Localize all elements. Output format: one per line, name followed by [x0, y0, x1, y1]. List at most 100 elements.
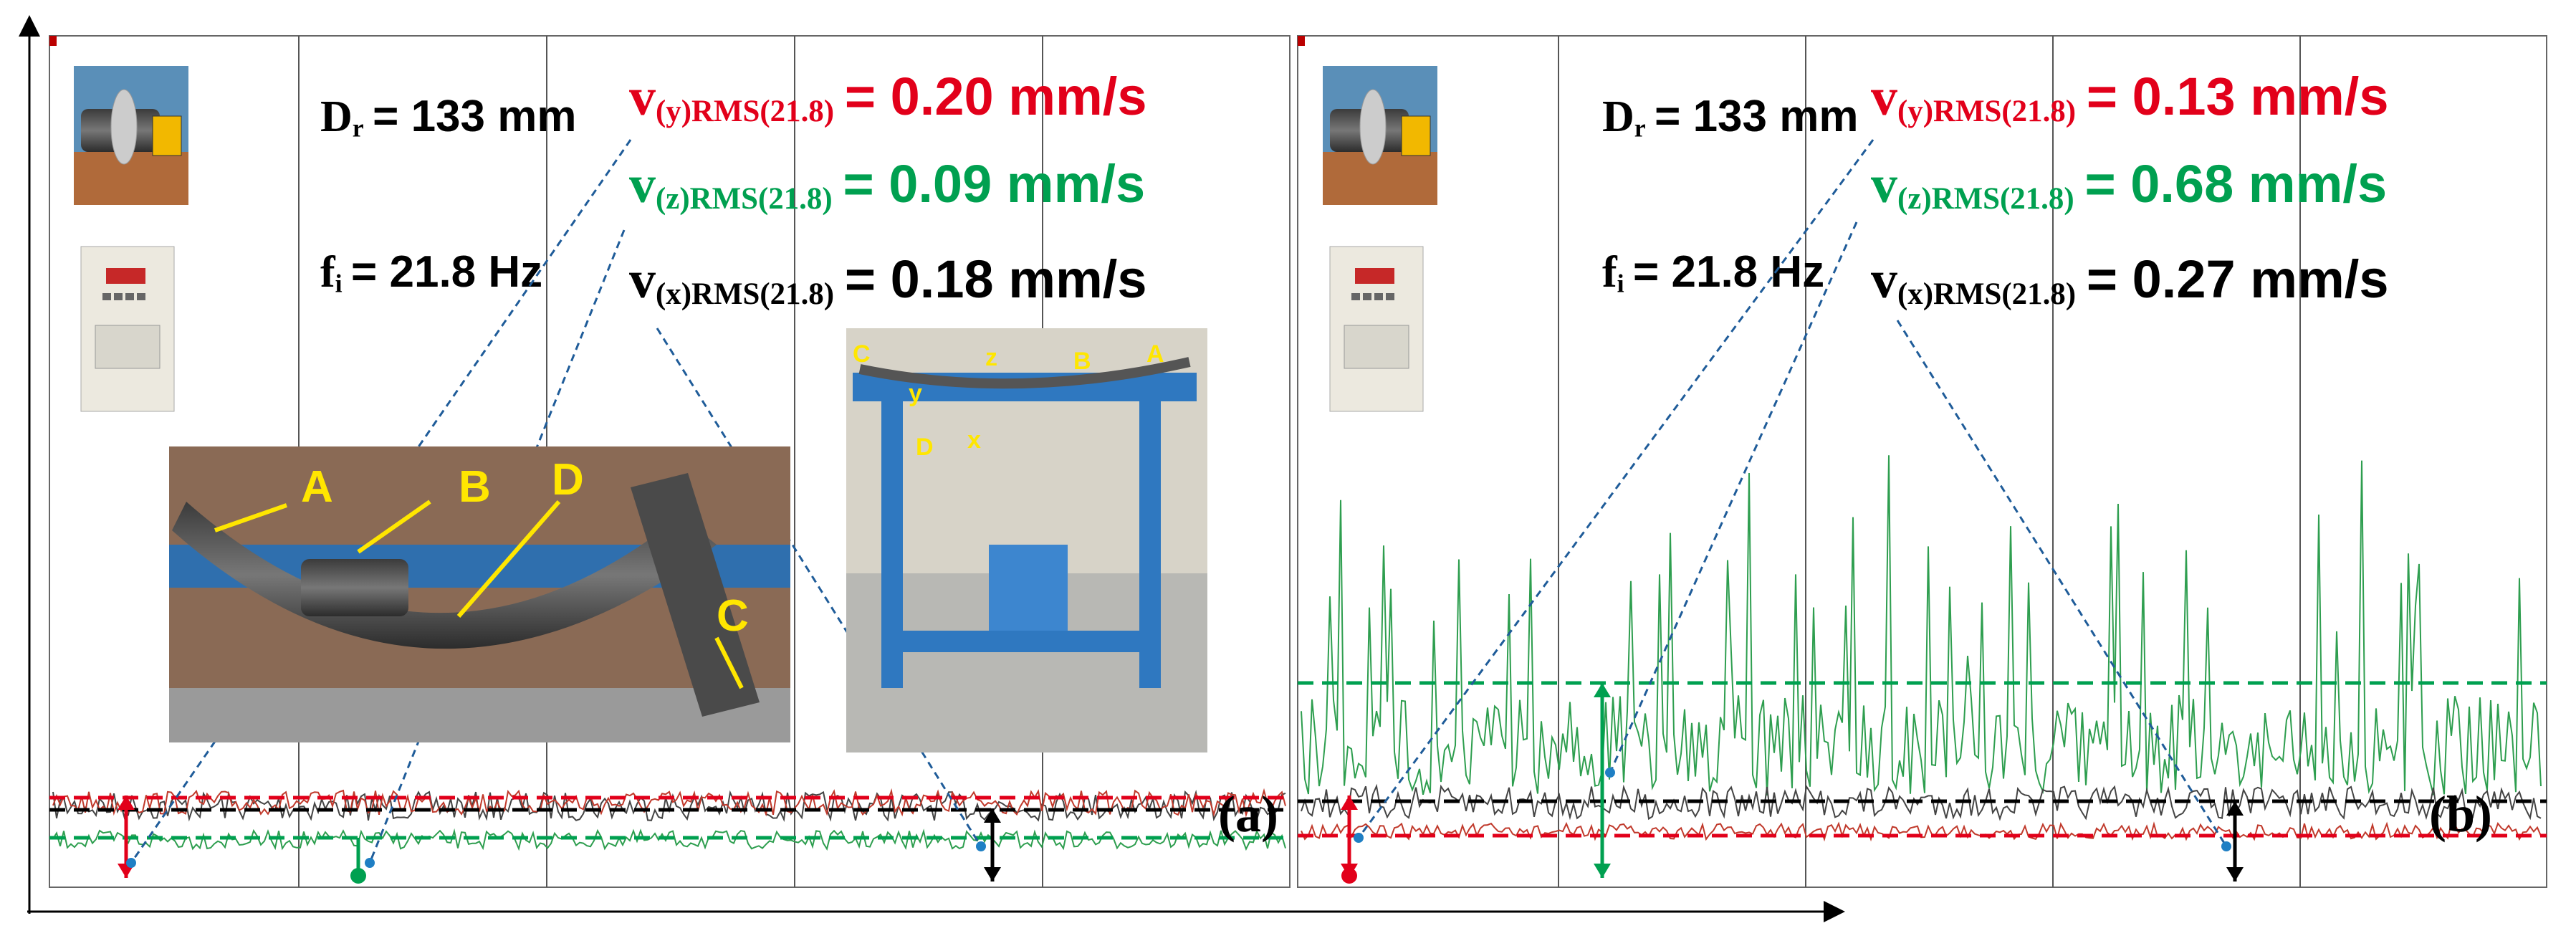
diameter-label: Dr = 133 mm: [1602, 92, 1859, 142]
photo-label: D: [916, 434, 934, 461]
arrow-head: [984, 867, 1001, 882]
frame-leg: [1139, 401, 1161, 688]
photo-wall: [74, 152, 188, 205]
arrow-head: [1594, 864, 1611, 878]
rms-value: v(x)RMS(21.8) = 0.27 mm/s: [1871, 249, 2389, 311]
rig-photo: [169, 446, 790, 742]
photo-label: x: [967, 426, 981, 454]
arrow-head: [984, 808, 1001, 823]
symbol: v: [629, 156, 656, 214]
photo-arrow: [214, 503, 287, 532]
value-text: = 21.8 Hz: [351, 247, 542, 297]
inverter-key: [114, 293, 123, 300]
photo-floor: [169, 688, 790, 742]
leader-end: [126, 858, 136, 868]
inverter-key: [125, 293, 134, 300]
leader-line: [1357, 139, 1874, 838]
leader-end: [976, 841, 986, 851]
photo-label: C: [853, 340, 871, 368]
symbol: v: [1871, 251, 1897, 310]
photo-label: A: [1146, 340, 1164, 368]
panel-corner: [49, 36, 57, 46]
value-text: = 133 mm: [1655, 92, 1858, 141]
inverter-key: [102, 293, 111, 300]
frame-mid: [903, 631, 1139, 652]
subscript: (x)RMS(21.8): [1897, 277, 2076, 311]
rms-value: v(z)RMS(21.8) = 0.68 mm/s: [1871, 154, 2387, 216]
value-text: = 0.09 mm/s: [843, 154, 1145, 214]
panel-label: (b): [2429, 785, 2492, 843]
symbol: v: [629, 68, 656, 127]
inverter-label: [95, 325, 161, 369]
sensor: [152, 115, 182, 156]
frequency-label: fi = 21.8 Hz: [1602, 247, 1824, 297]
inverter-key: [1363, 293, 1371, 300]
panel-label: (a): [1218, 785, 1278, 843]
subscript: r: [1634, 113, 1646, 142]
photo-label: C: [717, 591, 749, 641]
camera-photo: [74, 66, 188, 205]
photo-label: z: [985, 344, 997, 371]
subscript: (y)RMS(21.8): [656, 95, 834, 128]
photo-arrow: [714, 636, 744, 689]
leader-line: [656, 328, 982, 847]
value-text: = 21.8 Hz: [1633, 247, 1824, 297]
subscript: (z)RMS(21.8): [1897, 182, 2074, 216]
symbol: v: [629, 251, 656, 310]
leader-end: [1354, 833, 1364, 843]
symbol: D: [320, 92, 353, 141]
inverter-photo: [80, 246, 175, 412]
arrow-head: [2226, 867, 2244, 882]
frequency-label: fi = 21.8 Hz: [320, 247, 542, 297]
symbol: D: [1602, 92, 1634, 141]
rms-value: v(z)RMS(21.8) = 0.09 mm/s: [629, 154, 1145, 216]
roller: [301, 559, 408, 616]
photo-label: B: [1073, 348, 1091, 375]
subscript: (z)RMS(21.8): [656, 182, 833, 216]
value-text: = 0.13 mm/s: [2087, 67, 2389, 126]
photo-label: A: [301, 462, 333, 512]
photo-label: D: [552, 455, 584, 505]
leader-line: [1609, 221, 1858, 773]
photo-label: y: [909, 380, 922, 407]
inverter-photo: [1329, 246, 1424, 412]
sensor: [1401, 115, 1431, 156]
photo-wall: [1323, 152, 1437, 205]
photo-arrow: [456, 500, 561, 618]
rms-value: v(y)RMS(21.8) = 0.13 mm/s: [1871, 67, 2389, 128]
symbol: f: [1602, 248, 1618, 297]
roller-disc: [110, 89, 138, 165]
setup-photo: [846, 328, 1207, 752]
signal-trace: [1301, 455, 2542, 796]
amplitude-dot: [1341, 868, 1357, 884]
subscript: r: [353, 113, 364, 142]
rms-value: v(y)RMS(21.8) = 0.20 mm/s: [629, 67, 1147, 128]
symbol: v: [1871, 68, 1897, 127]
value-text: = 133 mm: [373, 92, 576, 141]
rms-value: v(x)RMS(21.8) = 0.18 mm/s: [629, 249, 1147, 311]
inverter-key: [1374, 293, 1383, 300]
symbol: f: [320, 248, 336, 297]
leader-line: [368, 229, 626, 864]
roller-disc: [1359, 89, 1387, 165]
subscript: (y)RMS(21.8): [1897, 95, 2076, 128]
arrow-head: [118, 796, 135, 810]
arrow-head: [1594, 683, 1611, 697]
photo-label: B: [459, 462, 491, 512]
subscript: (x)RMS(21.8): [656, 277, 834, 311]
panel-corner: [1298, 36, 1305, 46]
leader-end: [365, 858, 375, 868]
photo-arrow: [357, 500, 431, 554]
amplitude-dot: [350, 868, 366, 884]
arrow-head: [1341, 796, 1358, 810]
inverter-key: [1386, 293, 1394, 300]
subscript: i: [335, 269, 343, 297]
inverter-display: [1355, 268, 1394, 284]
value-text: = 0.20 mm/s: [845, 67, 1147, 126]
inverter-display: [106, 268, 145, 284]
arrow-head: [2226, 801, 2244, 816]
motor: [989, 545, 1068, 631]
value-text: = 0.27 mm/s: [2087, 249, 2389, 309]
leader-line: [1896, 320, 2228, 847]
